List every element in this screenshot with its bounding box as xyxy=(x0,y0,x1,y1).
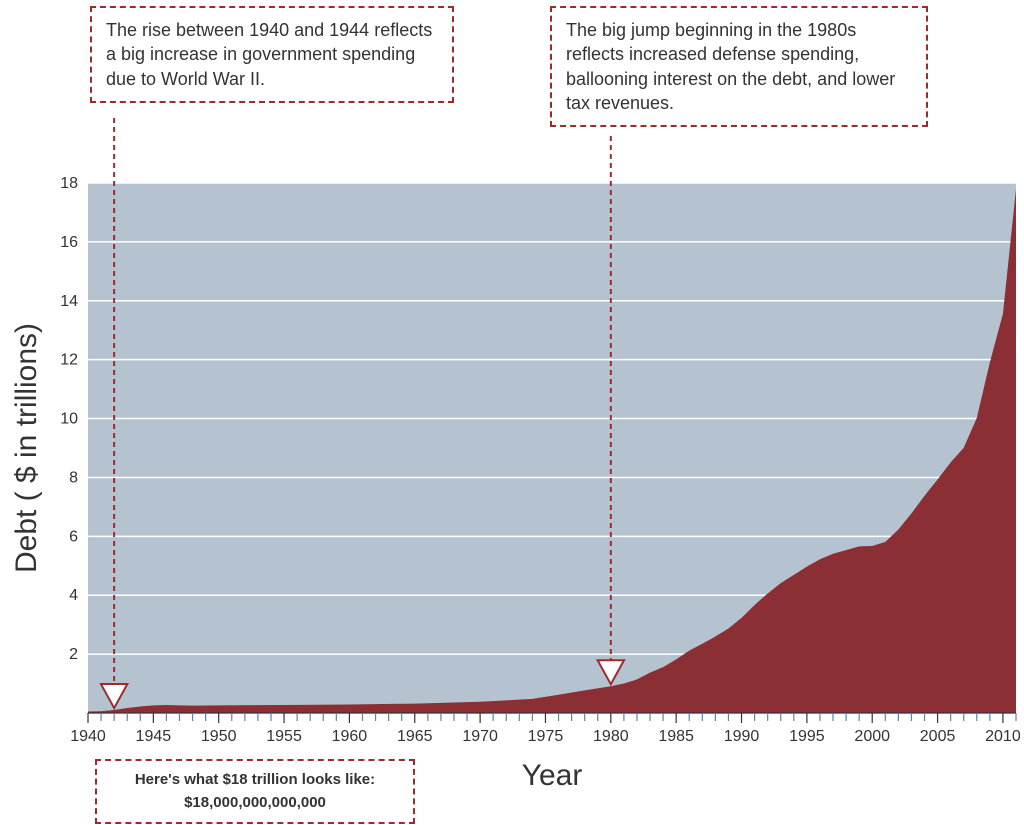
note-line-2: $18,000,000,000,000 xyxy=(115,792,395,815)
y-tick-label: 10 xyxy=(60,411,78,428)
callout-ww2: The rise between 1940 and 1944 reflects … xyxy=(90,6,454,103)
y-tick-label: 2 xyxy=(69,646,78,663)
y-tick-label: 8 xyxy=(69,469,78,486)
y-tick-label: 18 xyxy=(60,175,78,192)
x-tick-label: 1975 xyxy=(528,728,564,745)
x-tick-label: 1995 xyxy=(789,728,825,745)
eighteen-trillion-note: Here's what $18 trillion looks like: $18… xyxy=(95,759,415,824)
x-tick-label: 2010 xyxy=(985,728,1020,745)
x-tick-label: 1945 xyxy=(136,728,172,745)
x-tick-label: 1990 xyxy=(724,728,760,745)
x-tick-label: 1960 xyxy=(332,728,368,745)
x-tick-label: 2005 xyxy=(920,728,956,745)
y-tick-label: 16 xyxy=(60,234,78,251)
callout-1980s: The big jump beginning in the 1980s refl… xyxy=(550,6,928,127)
y-axis-title: Debt ( $ in trillions) xyxy=(10,323,43,573)
debt-chart: 1940 1945 1950 1955 1960 1965 1970 1975 1980 1985… xyxy=(10,170,1020,810)
x-axis-title: Year xyxy=(522,759,583,792)
y-tick-label: 12 xyxy=(60,352,78,369)
y-tick-label: 14 xyxy=(60,293,78,310)
note-line-1: Here's what $18 trillion looks like: xyxy=(115,769,395,792)
x-tick-label: 2000 xyxy=(854,728,890,745)
x-tick-label: 1965 xyxy=(397,728,433,745)
x-tick-label: 1980 xyxy=(593,728,629,745)
chart-svg: 1940 1945 1950 1955 1960 1965 1970 1975 1980 1985… xyxy=(10,170,1020,810)
y-tick-label: 6 xyxy=(69,528,78,545)
x-tick-label: 1970 xyxy=(462,728,498,745)
x-tick-label: 1940 xyxy=(70,728,106,745)
x-tick-label: 1985 xyxy=(658,728,694,745)
x-tick-label: 1950 xyxy=(201,728,237,745)
x-tick-label: 1955 xyxy=(266,728,302,745)
y-tick-label: 4 xyxy=(69,587,78,604)
